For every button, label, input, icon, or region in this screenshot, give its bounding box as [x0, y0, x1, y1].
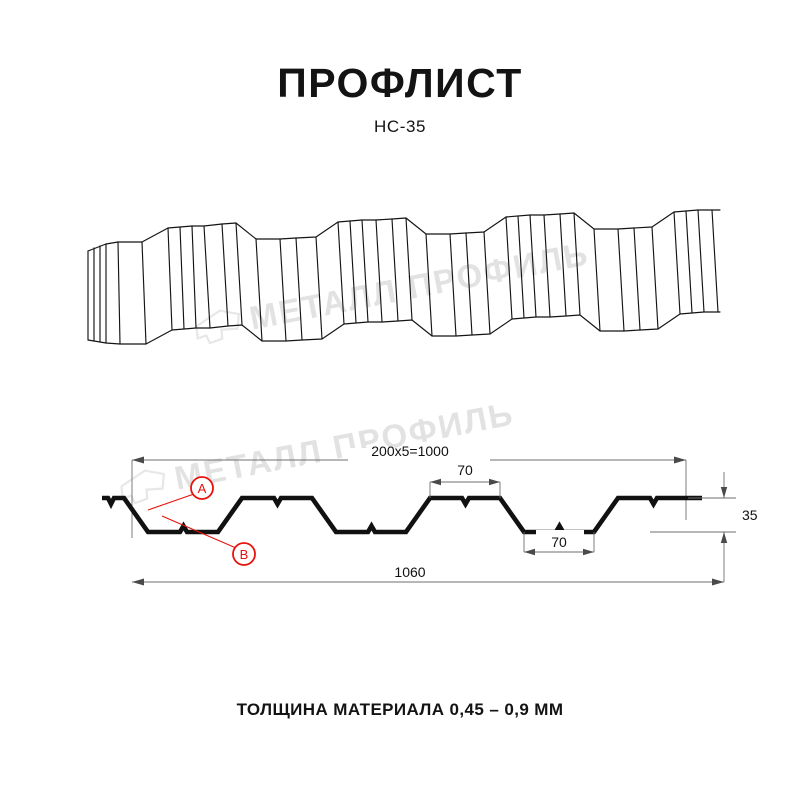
- dimension-crest-width: 70: [429, 458, 501, 498]
- model-subtitle: НС-35: [373, 117, 427, 137]
- callout-a-label: A: [198, 481, 207, 496]
- dimension-overall-width-text: 1060: [394, 564, 425, 580]
- dimension-overall-width: 1060: [132, 560, 725, 586]
- dimension-trough-width-text: 70: [551, 534, 567, 550]
- profile-polyline: [102, 495, 702, 535]
- callout-a-circle[interactable]: [190, 476, 214, 500]
- dimension-rib-height-text: 35: [742, 507, 758, 523]
- dimension-pitch-total-text: 200x5=1000: [371, 443, 449, 459]
- dimension-pitch-total: 200x5=1000: [131, 443, 687, 538]
- isometric-sheet-view: [80, 195, 721, 355]
- iso-sheet-outline: [87, 209, 721, 345]
- callout-b-label: B: [240, 547, 249, 562]
- callout-a[interactable]: A: [147, 476, 214, 511]
- page-title: ПРОФЛИСТ: [277, 60, 523, 106]
- dimension-trough-width: 70: [523, 530, 595, 556]
- material-thickness-note: ТОЛЩИНА МАТЕРИАЛА 0,45 – 0,9 ММ: [236, 700, 564, 719]
- callout-b[interactable]: B: [161, 515, 256, 566]
- profile-cross-section: 200x5=1000 70: [90, 420, 758, 610]
- dimension-rib-height: 35: [650, 472, 758, 560]
- header: ПРОФЛИСТ НС-35: [0, 60, 800, 137]
- callout-b-circle[interactable]: [232, 542, 256, 566]
- dimension-crest-width-text: 70: [457, 462, 473, 478]
